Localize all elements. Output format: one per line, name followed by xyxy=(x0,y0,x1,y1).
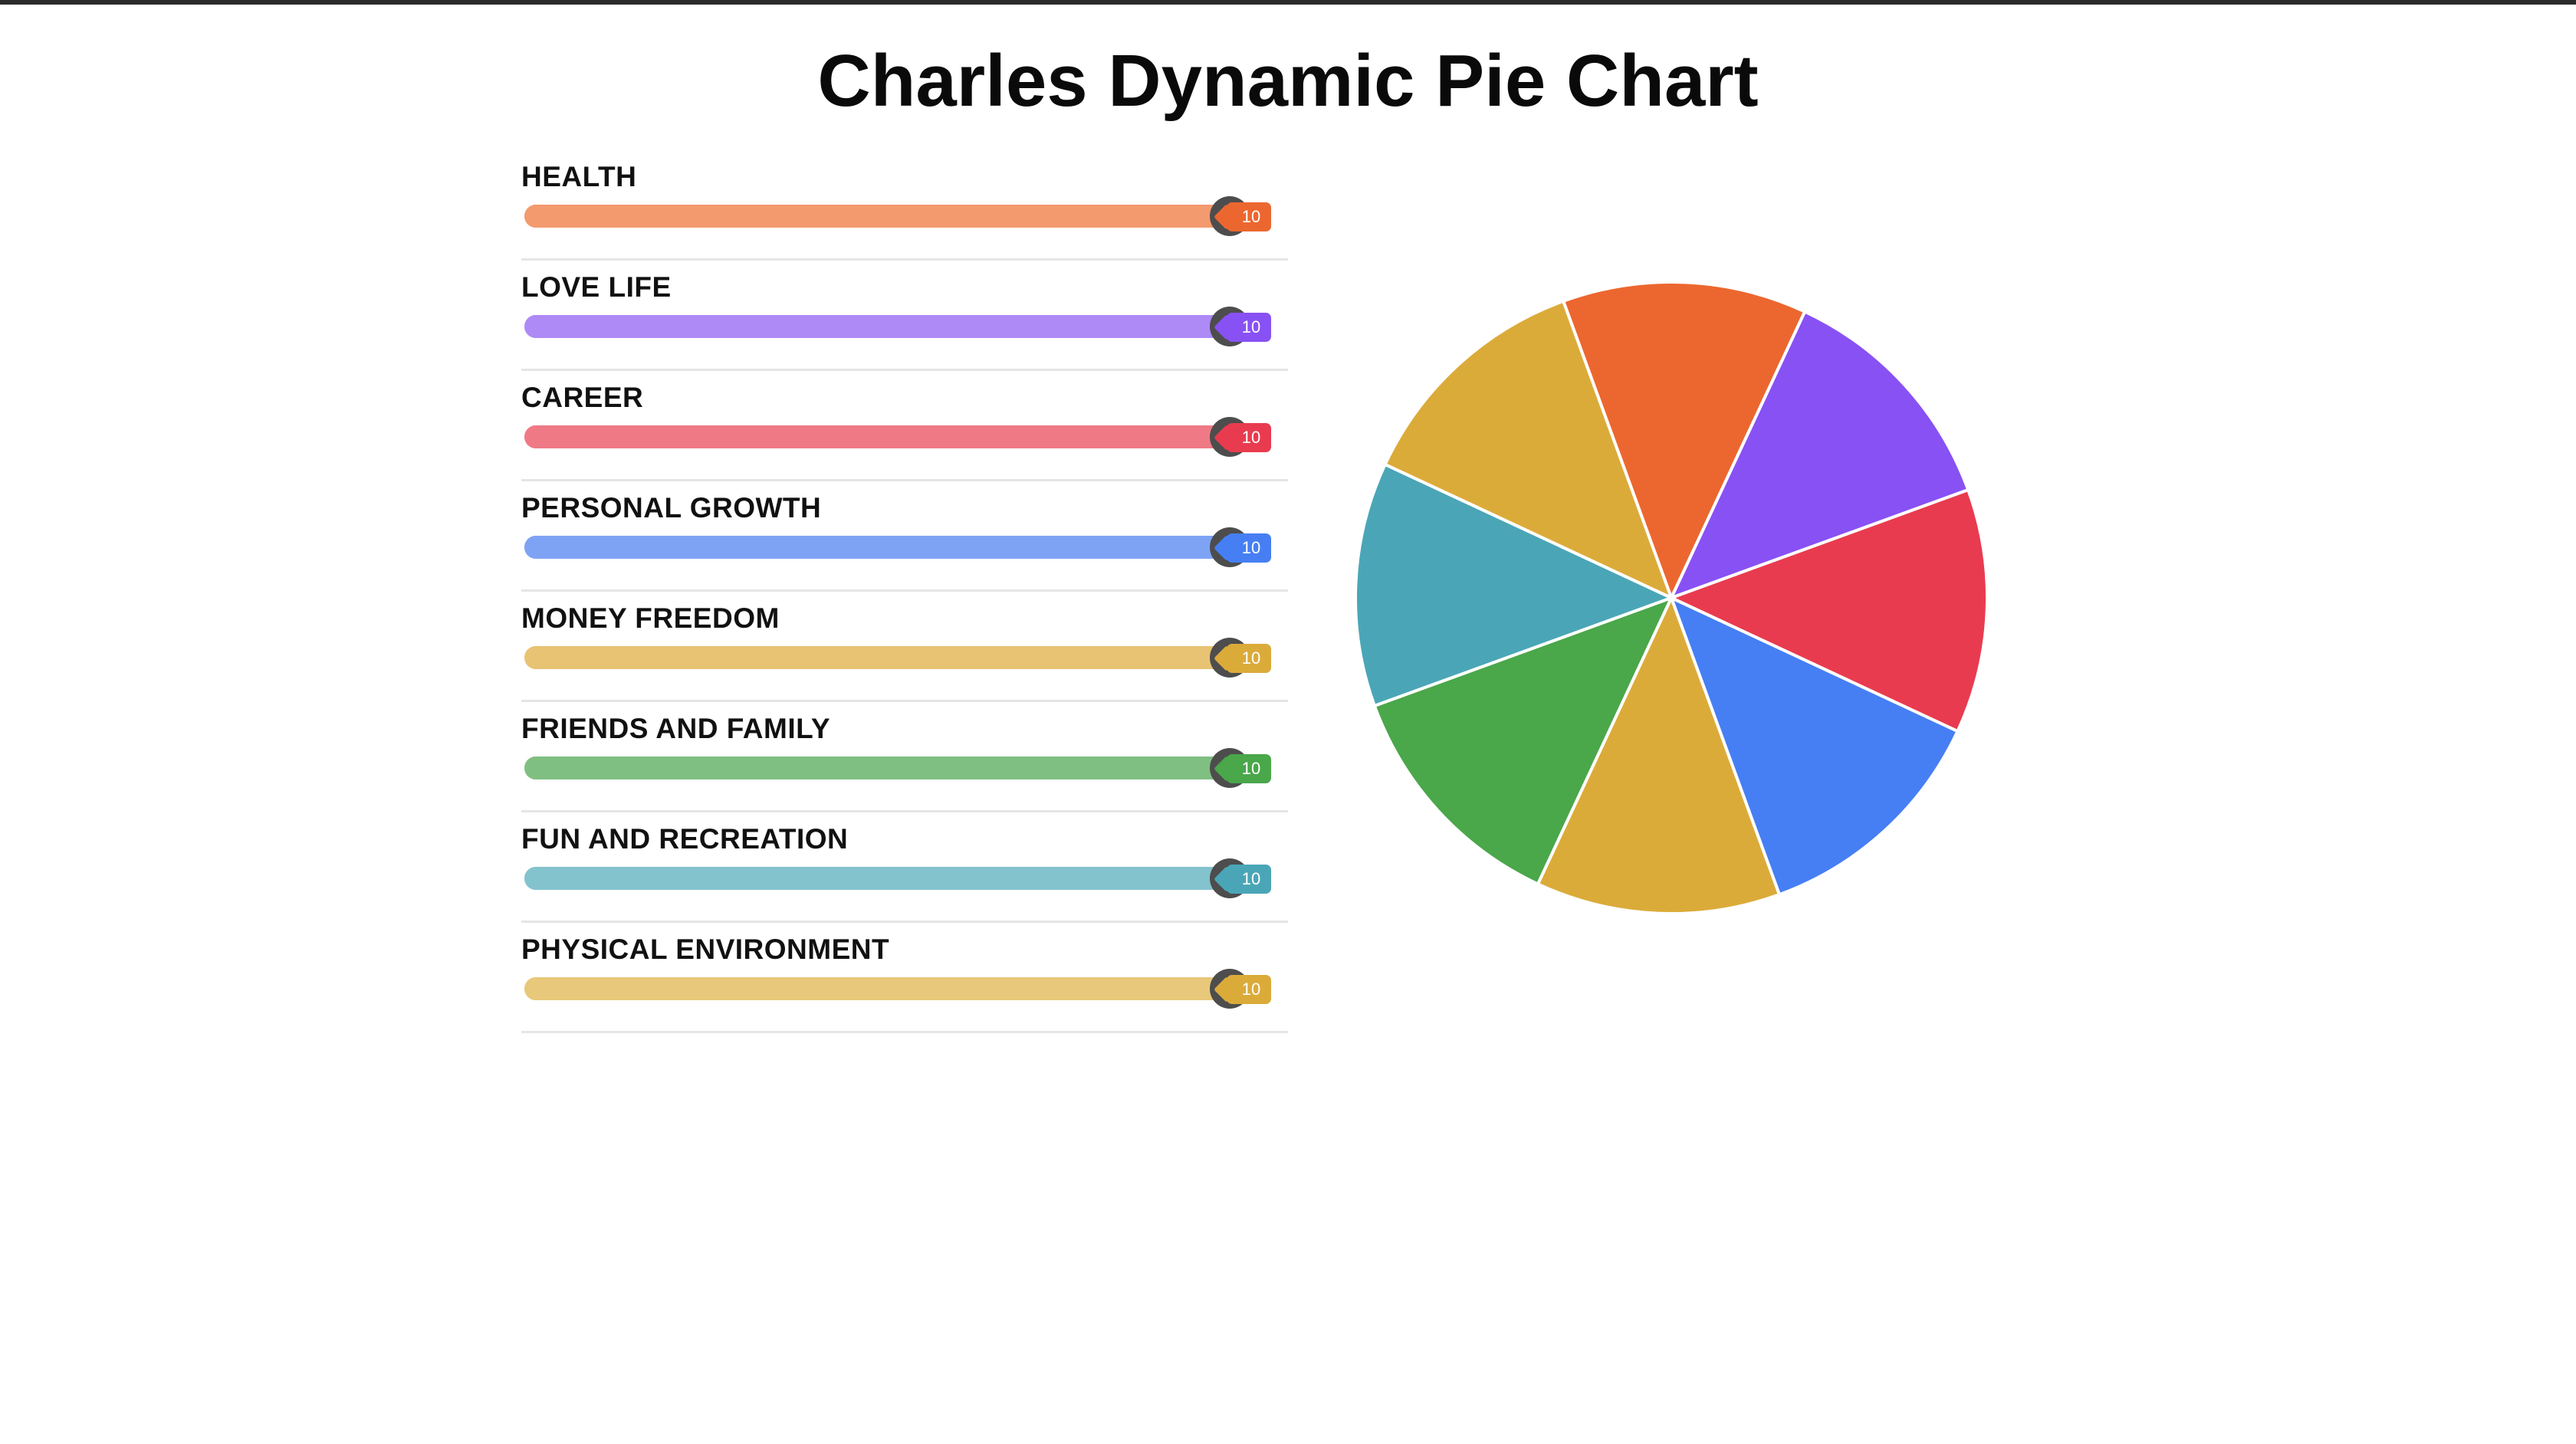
slider-track-money-freedom[interactable] xyxy=(524,638,1250,678)
slider-label: LOVE LIFE xyxy=(521,271,672,303)
pie-slice-love-life xyxy=(1670,310,1970,599)
slider-track-physical-environment[interactable] xyxy=(524,969,1250,1009)
value-badge: 10 xyxy=(1227,313,1271,342)
slider-row-personal-growth: PERSONAL GROWTH 10 xyxy=(521,481,1288,592)
slider-row-fun-and-recreation: FUN AND RECREATION 10 xyxy=(521,812,1288,923)
slider-label: PERSONAL GROWTH xyxy=(521,492,822,523)
slider-panel: HEALTH 10 LOVE LIFE 10 CAREER 10 PERSONAL GROW… xyxy=(521,150,1288,1033)
value-badge: 10 xyxy=(1227,975,1271,1004)
top-border xyxy=(0,0,2576,5)
value-badge: 10 xyxy=(1227,423,1271,452)
pie-chart-svg xyxy=(1354,281,1989,915)
value-badge: 10 xyxy=(1227,754,1271,783)
slider-row-money-freedom: MONEY FREEDOM 10 xyxy=(521,592,1288,702)
page-title: Charles Dynamic Pie Chart xyxy=(817,40,1759,122)
pie-slice-career xyxy=(1670,488,1989,733)
value-badge: 10 xyxy=(1227,865,1271,894)
slider-track-personal-growth[interactable] xyxy=(524,527,1250,567)
slider-row-friends-and-family: FRIENDS AND FAMILY 10 xyxy=(521,702,1288,812)
slider-row-physical-environment: PHYSICAL ENVIRONMENT 10 xyxy=(521,923,1288,1033)
slider-fill xyxy=(524,756,1230,779)
slider-fill xyxy=(524,867,1230,890)
slider-fill xyxy=(524,315,1230,338)
slider-fill xyxy=(524,646,1230,669)
slider-fill xyxy=(524,977,1230,1000)
pie-slice-money-freedom xyxy=(1536,596,1781,915)
pie-slice-health xyxy=(1562,281,1807,599)
slider-label: FUN AND RECREATION xyxy=(521,823,849,855)
slider-label: CAREER xyxy=(521,382,644,413)
slider-fill xyxy=(524,425,1230,448)
slider-track-love-life[interactable] xyxy=(524,307,1250,346)
slider-fill xyxy=(524,536,1230,559)
pie-slice-physical-environment xyxy=(1383,299,1673,599)
pie-slice-personal-growth xyxy=(1670,596,1960,897)
slider-track-health[interactable] xyxy=(524,196,1250,236)
value-badge: 10 xyxy=(1227,644,1271,673)
slider-row-health: HEALTH 10 xyxy=(521,150,1288,261)
pie-chart xyxy=(1349,276,1993,920)
value-badge: 10 xyxy=(1227,533,1271,563)
slider-label: FRIENDS AND FAMILY xyxy=(521,713,831,744)
slider-label: HEALTH xyxy=(521,161,637,192)
slider-track-career[interactable] xyxy=(524,417,1250,457)
slider-label: MONEY FREEDOM xyxy=(521,602,780,634)
slider-label: PHYSICAL ENVIRONMENT xyxy=(521,934,890,965)
slider-track-fun-and-recreation[interactable] xyxy=(524,858,1250,898)
slider-track-friends-and-family[interactable] xyxy=(524,748,1250,788)
slider-fill xyxy=(524,205,1230,228)
value-badge: 10 xyxy=(1227,202,1271,231)
slider-row-love-life: LOVE LIFE 10 xyxy=(521,261,1288,371)
pie-slice-friends-and-family xyxy=(1372,596,1673,886)
slider-row-career: CAREER 10 xyxy=(521,371,1288,481)
pie-slice-fun-and-recreation xyxy=(1354,462,1673,707)
